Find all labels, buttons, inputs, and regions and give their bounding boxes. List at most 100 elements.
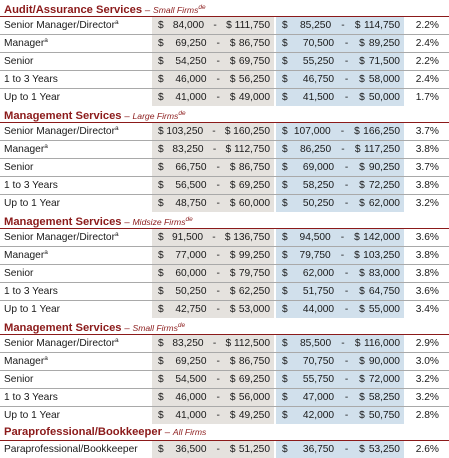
currency-symbol: $ [282,374,288,385]
projected-range-cell: $42,000- $50,750 [274,407,404,424]
table-row: Senior Manager/Directora $83,250- $112,500… [0,335,449,353]
currency-symbol: $ [229,392,236,403]
range-low: 46,000 [175,392,207,403]
section-dash: – [124,217,130,228]
range-low: 83,250 [172,144,204,155]
percent-change: 2.9% [415,338,439,349]
range-low: 55,750 [302,374,335,385]
table-row: Senior Manager/Directora $91,500- $136,750… [0,229,449,247]
range-high: 160,250 [233,126,270,137]
section-header: Management Services – Midsize Firmsde [0,212,449,229]
job-title: Paraprofessional/Bookkeeper [4,444,138,455]
range-low: 54,500 [175,374,207,385]
currency-symbol: $ [229,410,236,421]
job-title-cell: 1 to 3 Years [0,71,151,88]
range-separator: - [341,144,345,155]
job-title: 1 to 3 Years [4,286,58,297]
currency-symbol: $ [282,74,288,85]
range-separator: - [216,162,220,173]
current-range-cell: $83,250- $112,750 [151,141,274,158]
projected-range-cell: $85,500- $116,000 [274,335,404,352]
range-low: 41,500 [302,92,335,103]
percent-change: 3.8% [415,180,439,191]
projected-range-cell: $55,750- $72,000 [274,371,404,388]
job-title: Senior [4,374,34,385]
projected-range-cell: $79,750- $103,250 [274,247,404,264]
job-title-cell: Managera [0,141,151,158]
table-row: Senior Manager/Directora $103,250- $160,25… [0,123,449,141]
currency-symbol: $ [158,338,164,349]
projected-range-cell: $70,750- $90,000 [274,353,404,370]
range-low: 56,500 [175,180,207,191]
range-separator: - [344,286,349,297]
range-high: 83,000 [368,268,400,279]
currency-symbol: $ [225,144,232,155]
currency-symbol: $ [158,38,164,49]
range-separator: - [344,162,349,173]
range-separator: - [344,38,349,49]
range-high: 72,000 [368,374,400,385]
percent-change: 3.8% [415,268,439,279]
currency-symbol: $ [359,74,365,85]
range-low: 79,750 [299,250,331,261]
range-separator: - [344,268,349,279]
currency-symbol: $ [359,374,365,385]
current-range-cell: $54,500- $69,250 [151,371,274,388]
range-low: 86,250 [299,144,332,155]
current-range-cell: $91,500- $136,750 [151,229,274,246]
currency-symbol: $ [158,20,164,31]
currency-symbol: $ [282,56,288,67]
currency-symbol: $ [229,56,236,67]
job-title: Manager [4,38,45,49]
current-range-cell: $69,250- $86,750 [151,353,274,370]
range-low: 46,000 [175,74,207,85]
job-title-cell: Up to 1 Year [0,195,151,212]
range-high: 60,000 [238,198,270,209]
currency-symbol: $ [229,250,236,261]
currency-symbol: $ [158,410,164,421]
percent-change: 3.2% [415,392,439,403]
currency-symbol: $ [282,304,288,315]
table-row: Managera $77,000- $99,250 $79,750- $103,250 3… [0,247,449,265]
currency-symbol: $ [354,250,360,261]
footnote-mark: a [44,355,48,362]
job-title-cell: Up to 1 Year [0,407,151,424]
footnote-mark: a [44,249,48,256]
range-separator: - [344,92,349,103]
range-high: 136,750 [233,232,271,243]
range-separator: - [340,126,345,137]
currency-symbol: $ [158,126,164,137]
current-range-cell: $46,000- $56,000 [151,389,274,406]
currency-symbol: $ [229,38,236,49]
projected-range-cell: $50,250- $62,000 [274,195,404,212]
percent-change: 2.2% [415,20,439,31]
range-separator: - [344,392,349,403]
range-separator: - [216,250,220,261]
projected-range-cell: $69,000- $90,250 [274,159,404,176]
job-title: Senior [4,268,34,279]
projected-range-cell: $41,500- $50,000 [274,89,404,106]
currency-symbol: $ [282,180,288,191]
job-title-cell: 1 to 3 Years [0,283,151,300]
job-title: Manager [4,356,45,367]
currency-symbol: $ [359,356,365,367]
job-title: Up to 1 Year [4,198,61,209]
currency-symbol: $ [158,180,164,191]
currency-symbol: $ [158,268,164,279]
currency-symbol: $ [158,286,164,297]
range-separator: - [216,392,220,403]
job-title-cell: Senior [0,53,151,70]
projected-range-cell: $47,000- $58,250 [274,389,404,406]
range-separator: - [344,374,349,385]
job-title: Up to 1 Year [4,304,61,315]
currency-symbol: $ [158,250,164,261]
section-dash: – [124,111,130,122]
range-separator: - [344,56,349,67]
job-title-cell: Senior Manager/Directora [0,17,151,34]
footnote-mark: a [44,143,48,150]
currency-symbol: $ [282,232,288,243]
currency-symbol: $ [282,144,288,155]
current-range-cell: $83,250- $112,500 [151,335,274,352]
current-range-cell: $50,250- $62,250 [151,283,274,300]
section-dash: – [124,323,130,334]
